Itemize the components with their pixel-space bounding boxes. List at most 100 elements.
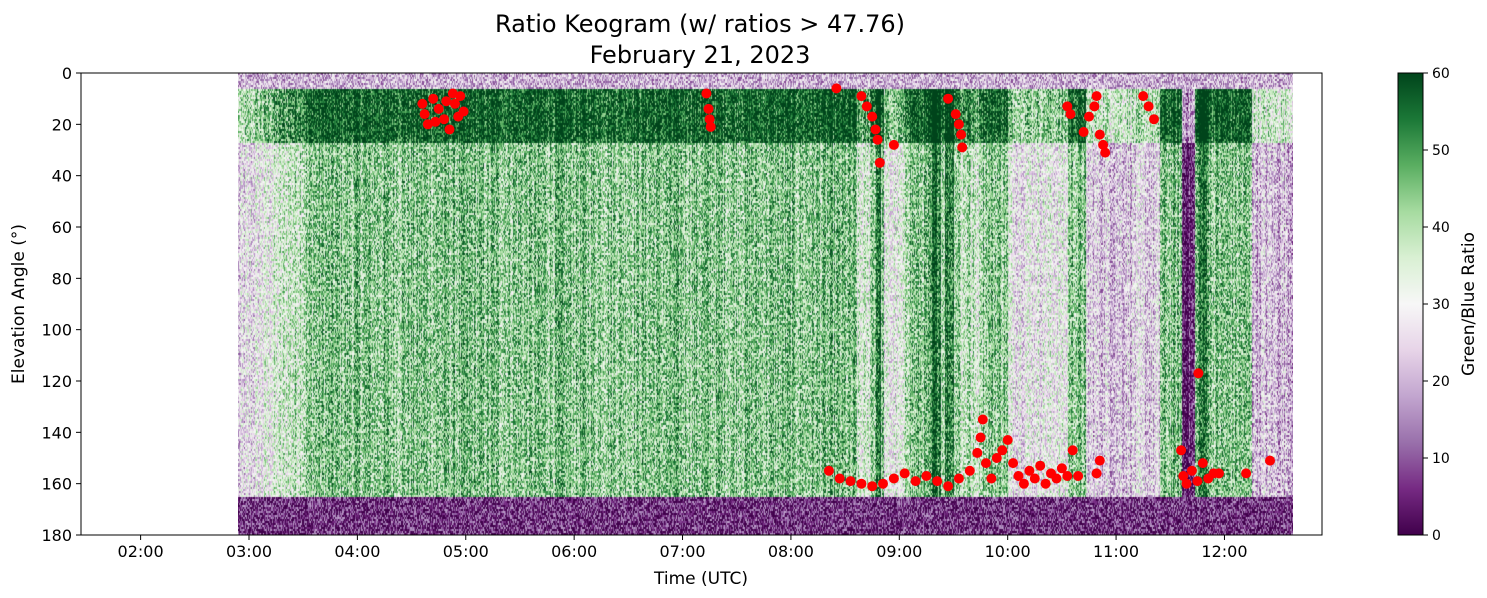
high-ratio-point [1091, 91, 1102, 102]
high-ratio-point [449, 98, 460, 109]
colorbar-tick-label: 60 [1432, 66, 1450, 82]
high-ratio-point [972, 447, 983, 458]
high-ratio-point [419, 109, 430, 120]
high-ratio-point [1078, 127, 1089, 137]
high-ratio-point [856, 478, 867, 489]
high-ratio-point [888, 473, 899, 484]
high-ratio-point [1214, 468, 1224, 479]
high-ratio-point [1062, 101, 1073, 112]
high-ratio-point [899, 468, 910, 479]
high-ratio-point [1067, 445, 1078, 456]
x-axis: 02:00 03:00 04:00 05:00 06:00 07:00 08:00 09:00… [118, 535, 1248, 561]
high-ratio-point [943, 93, 954, 104]
y-axis-label: Elevation Angle (°) [9, 224, 29, 384]
high-ratio-point [1265, 455, 1275, 466]
chart-title: Ratio Keogram (w/ ratios > 47.76) [495, 10, 905, 38]
high-ratio-point [1024, 465, 1035, 476]
high-ratio-point [1065, 109, 1076, 120]
high-ratio-point [867, 481, 878, 492]
high-ratio-point [986, 473, 997, 484]
high-ratio-point [856, 91, 867, 102]
high-ratio-point [422, 119, 433, 130]
high-ratio-point [831, 83, 842, 94]
high-ratio-point [878, 478, 888, 489]
high-ratio-point [1100, 147, 1111, 158]
high-ratio-point [1193, 368, 1204, 379]
high-ratio-point [1040, 478, 1051, 489]
high-ratio-point [453, 111, 464, 122]
high-ratio-point [943, 481, 954, 492]
high-ratio-point [1056, 463, 1067, 474]
high-ratio-point [455, 91, 466, 102]
high-ratio-point [981, 458, 991, 469]
high-ratio-point [823, 465, 834, 476]
high-ratio-point [701, 88, 712, 99]
high-ratio-point [444, 124, 455, 135]
high-ratio-point [1018, 478, 1029, 489]
high-ratio-point [1098, 139, 1109, 150]
x-tick-label: 04:00 [334, 542, 380, 561]
high-ratio-point [1062, 471, 1073, 481]
x-tick-label: 11:00 [1093, 542, 1139, 561]
colorbar-tick-label: 20 [1432, 374, 1450, 390]
high-ratio-point [953, 119, 964, 130]
high-ratio-point [1002, 435, 1013, 445]
x-tick-label: 12:00 [1201, 542, 1247, 561]
high-ratio-point [1143, 101, 1154, 112]
high-ratio-point [1178, 471, 1189, 481]
high-ratio-point [439, 114, 450, 125]
colorbar-ticks: 0 10 20 30 40 50 60 [1423, 66, 1450, 544]
colorbar: 0 10 20 30 40 50 60 [1397, 66, 1450, 544]
y-tick-label: 80 [52, 269, 72, 288]
high-ratio-point [430, 116, 441, 127]
colorbar-tick-label: 0 [1432, 528, 1441, 544]
high-ratio-point [1192, 476, 1203, 487]
high-ratio-point [428, 93, 439, 104]
y-tick-label: 160 [41, 475, 72, 494]
high-ratio-point [975, 432, 986, 443]
colorbar-tick-label: 10 [1432, 451, 1450, 467]
high-ratio-point [705, 121, 716, 132]
x-tick-label: 06:00 [551, 542, 597, 561]
x-tick-label: 09:00 [876, 542, 922, 561]
high-ratio-point [1149, 114, 1159, 125]
high-ratio-point [957, 142, 968, 153]
x-tick-label: 05:00 [443, 542, 489, 561]
high-ratio-point [861, 101, 872, 112]
high-ratio-point [991, 453, 1002, 463]
high-ratio-point [872, 134, 883, 145]
y-tick-label: 180 [41, 526, 72, 545]
y-tick-label: 120 [41, 372, 72, 391]
high-ratio-point [950, 109, 961, 120]
high-ratio-point [964, 465, 975, 476]
high-ratio-point [1197, 458, 1208, 469]
y-tick-label: 100 [41, 321, 72, 340]
high-ratio-point [921, 471, 932, 481]
high-ratio-point [910, 476, 921, 487]
high-ratio-point [1094, 455, 1105, 466]
keogram-heatmap [238, 73, 1293, 535]
high-ratio-point [1089, 101, 1100, 112]
plot-area [80, 72, 1323, 536]
high-ratio-point [874, 157, 885, 168]
y-tick-label: 40 [52, 167, 72, 186]
high-ratio-point [1051, 473, 1062, 484]
high-ratio-point [1029, 473, 1040, 484]
high-ratio-point [1091, 468, 1102, 479]
high-ratio-point [1094, 129, 1105, 140]
high-ratio-point [888, 139, 899, 150]
high-ratio-point [703, 103, 714, 114]
high-ratio-point [834, 473, 845, 484]
colorbar-label: Green/Blue Ratio [1459, 232, 1479, 376]
colorbar-tick-label: 40 [1432, 220, 1450, 236]
x-tick-label: 08:00 [768, 542, 814, 561]
x-tick-label: 02:00 [118, 542, 164, 561]
high-ratio-point [1241, 468, 1252, 479]
high-ratio-point [845, 476, 856, 487]
high-ratio-markers [417, 83, 1275, 492]
high-ratio-point [1073, 471, 1084, 481]
high-ratio-point [1013, 471, 1024, 481]
high-ratio-point [1181, 478, 1192, 489]
plot-frame [80, 72, 1323, 536]
high-ratio-point [417, 98, 428, 109]
